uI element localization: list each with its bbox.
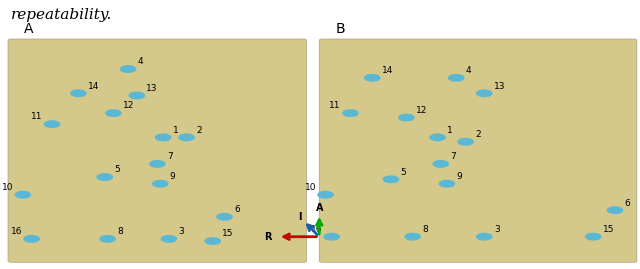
Circle shape	[15, 192, 31, 198]
Text: A: A	[316, 203, 323, 213]
Circle shape	[607, 207, 623, 213]
Text: 3: 3	[494, 225, 500, 234]
Circle shape	[100, 236, 115, 242]
Circle shape	[161, 236, 177, 242]
Circle shape	[586, 233, 601, 240]
Text: 4: 4	[466, 66, 472, 75]
Circle shape	[120, 66, 136, 72]
Circle shape	[458, 139, 473, 145]
Circle shape	[399, 114, 414, 121]
Text: B: B	[335, 22, 345, 36]
Text: 3: 3	[179, 227, 184, 236]
Circle shape	[405, 233, 420, 240]
Circle shape	[106, 110, 121, 116]
Text: 14: 14	[88, 82, 99, 91]
Text: 15: 15	[222, 229, 234, 238]
Text: 16: 16	[11, 227, 22, 236]
Circle shape	[343, 110, 358, 116]
FancyBboxPatch shape	[8, 39, 307, 262]
Circle shape	[205, 238, 220, 244]
Text: 7: 7	[450, 152, 456, 161]
Text: 13: 13	[494, 82, 506, 91]
Text: 6: 6	[625, 199, 630, 207]
Circle shape	[150, 161, 165, 167]
Text: 12: 12	[416, 106, 428, 115]
Circle shape	[97, 174, 113, 180]
Text: repeatability.: repeatability.	[12, 8, 113, 22]
Text: 11: 11	[330, 101, 341, 111]
Circle shape	[217, 214, 232, 220]
Text: 12: 12	[123, 101, 134, 111]
Text: 14: 14	[381, 66, 393, 75]
Text: 9: 9	[170, 172, 175, 181]
Text: 1: 1	[173, 126, 179, 135]
Circle shape	[324, 233, 339, 240]
Circle shape	[383, 176, 399, 183]
Text: 7: 7	[167, 152, 173, 161]
Text: 10: 10	[2, 183, 13, 192]
Text: 2: 2	[196, 126, 202, 135]
Text: 6: 6	[234, 205, 240, 214]
Text: 11: 11	[31, 112, 43, 122]
Circle shape	[318, 192, 333, 198]
Circle shape	[449, 75, 464, 81]
Text: A: A	[24, 22, 33, 36]
Text: 15: 15	[603, 225, 614, 234]
Text: 5: 5	[401, 168, 406, 177]
Circle shape	[24, 236, 39, 242]
Circle shape	[477, 233, 492, 240]
Circle shape	[156, 134, 171, 141]
Circle shape	[365, 75, 380, 81]
Text: 5: 5	[114, 165, 120, 174]
Circle shape	[152, 180, 168, 187]
Circle shape	[430, 134, 445, 141]
Circle shape	[179, 134, 194, 141]
Text: R: R	[264, 232, 271, 242]
Circle shape	[477, 90, 492, 97]
Text: 2: 2	[475, 130, 481, 139]
Text: 16: 16	[311, 225, 322, 234]
Circle shape	[71, 90, 86, 97]
Text: 8: 8	[117, 227, 123, 236]
Circle shape	[433, 161, 448, 167]
Circle shape	[129, 92, 145, 99]
Text: 8: 8	[422, 225, 428, 234]
Text: I: I	[298, 211, 301, 222]
Text: 1: 1	[447, 126, 453, 135]
FancyBboxPatch shape	[319, 39, 637, 262]
Text: 9: 9	[456, 172, 462, 181]
Circle shape	[439, 180, 454, 187]
Circle shape	[45, 121, 60, 128]
Text: 13: 13	[147, 84, 158, 93]
Text: 4: 4	[138, 57, 143, 66]
Text: 10: 10	[305, 183, 316, 192]
